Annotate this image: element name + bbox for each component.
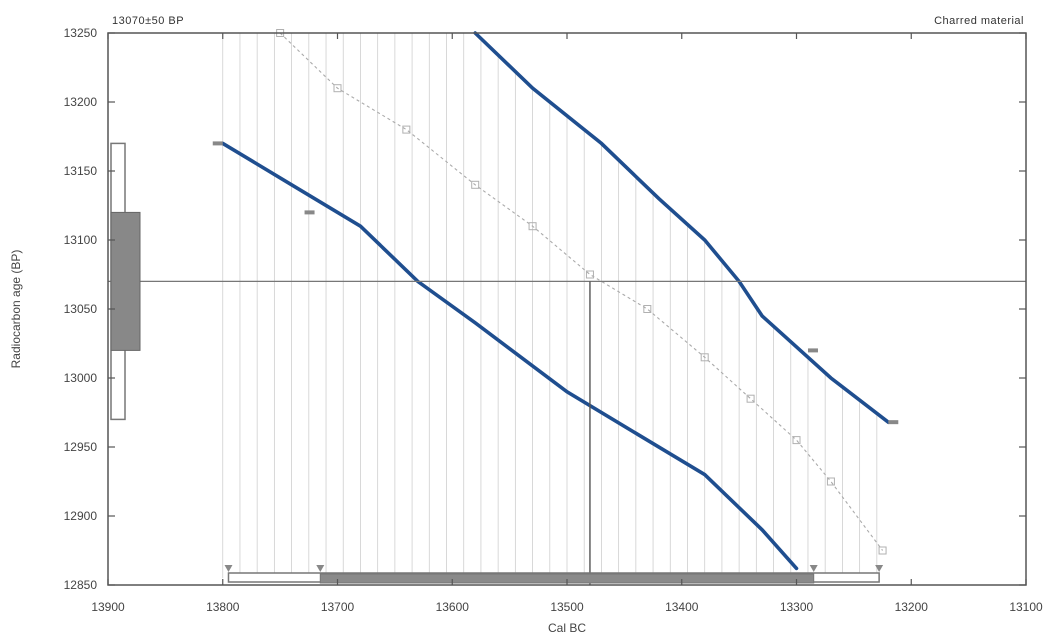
y-tick-label: 13250 (64, 26, 98, 40)
calibration-mean-point (826, 477, 835, 486)
chart-title: 13070±50 BP (112, 15, 184, 27)
calibration-curves (221, 29, 891, 571)
measurement-marks (108, 141, 1026, 585)
calibration-lower-bound (221, 141, 799, 571)
axis-ticks: 13900 13800 13700 13600 13500 13400 13300 13200… (64, 26, 1043, 614)
y-tick-label: 12950 (64, 440, 98, 454)
y-tick-label: 13100 (64, 233, 98, 247)
calibration-mean-line (279, 32, 884, 551)
calibration-mean-point (402, 125, 411, 134)
curve-end-marker (304, 210, 315, 215)
y-tick-label: 12850 (64, 578, 98, 592)
range-marker (316, 565, 325, 572)
x-tick-label: 13300 (780, 600, 814, 614)
curve-end-marker (212, 141, 223, 146)
y-tick-label: 13050 (64, 302, 98, 316)
calibration-mean-point (643, 305, 652, 313)
calibration-upper-bound (473, 31, 891, 424)
range-marker (224, 565, 233, 572)
chart-subtitle: Charred material (934, 15, 1024, 27)
calibration-mean-point (528, 222, 537, 231)
y-tick-label: 13000 (64, 371, 98, 385)
x-tick-label: 13400 (665, 600, 699, 614)
calibration-mean-point (700, 353, 709, 362)
calibration-mean-point (333, 84, 342, 93)
x-tick-label: 13700 (321, 600, 355, 614)
x-tick-label: 13900 (91, 600, 125, 614)
y-axis-label: Radiocarbon age (BP) (9, 250, 23, 369)
vertical-guide-lines (222, 33, 878, 579)
calibration-mean-point (878, 546, 887, 555)
calibration-mean-point (746, 394, 755, 403)
measurement-1sigma-box (110, 211, 141, 351)
curve-end-marker (888, 420, 899, 425)
x-axis-label: Cal BC (548, 621, 586, 635)
range-marker (809, 565, 818, 572)
range-marker (875, 565, 884, 572)
y-tick-label: 12900 (64, 509, 98, 523)
x-tick-label: 13100 (1009, 600, 1043, 614)
x-tick-label: 13200 (895, 600, 929, 614)
x-tick-label: 13600 (436, 600, 470, 614)
x-tick-label: 13500 (550, 600, 584, 614)
y-tick-label: 13200 (64, 95, 98, 109)
curve-end-marker (807, 348, 818, 353)
calibration-mean-point (471, 180, 480, 189)
x-tick-label: 13800 (206, 600, 240, 614)
y-tick-label: 13150 (64, 164, 98, 178)
calibration-mean-point (585, 270, 594, 279)
calibration-mean-point (792, 436, 801, 445)
